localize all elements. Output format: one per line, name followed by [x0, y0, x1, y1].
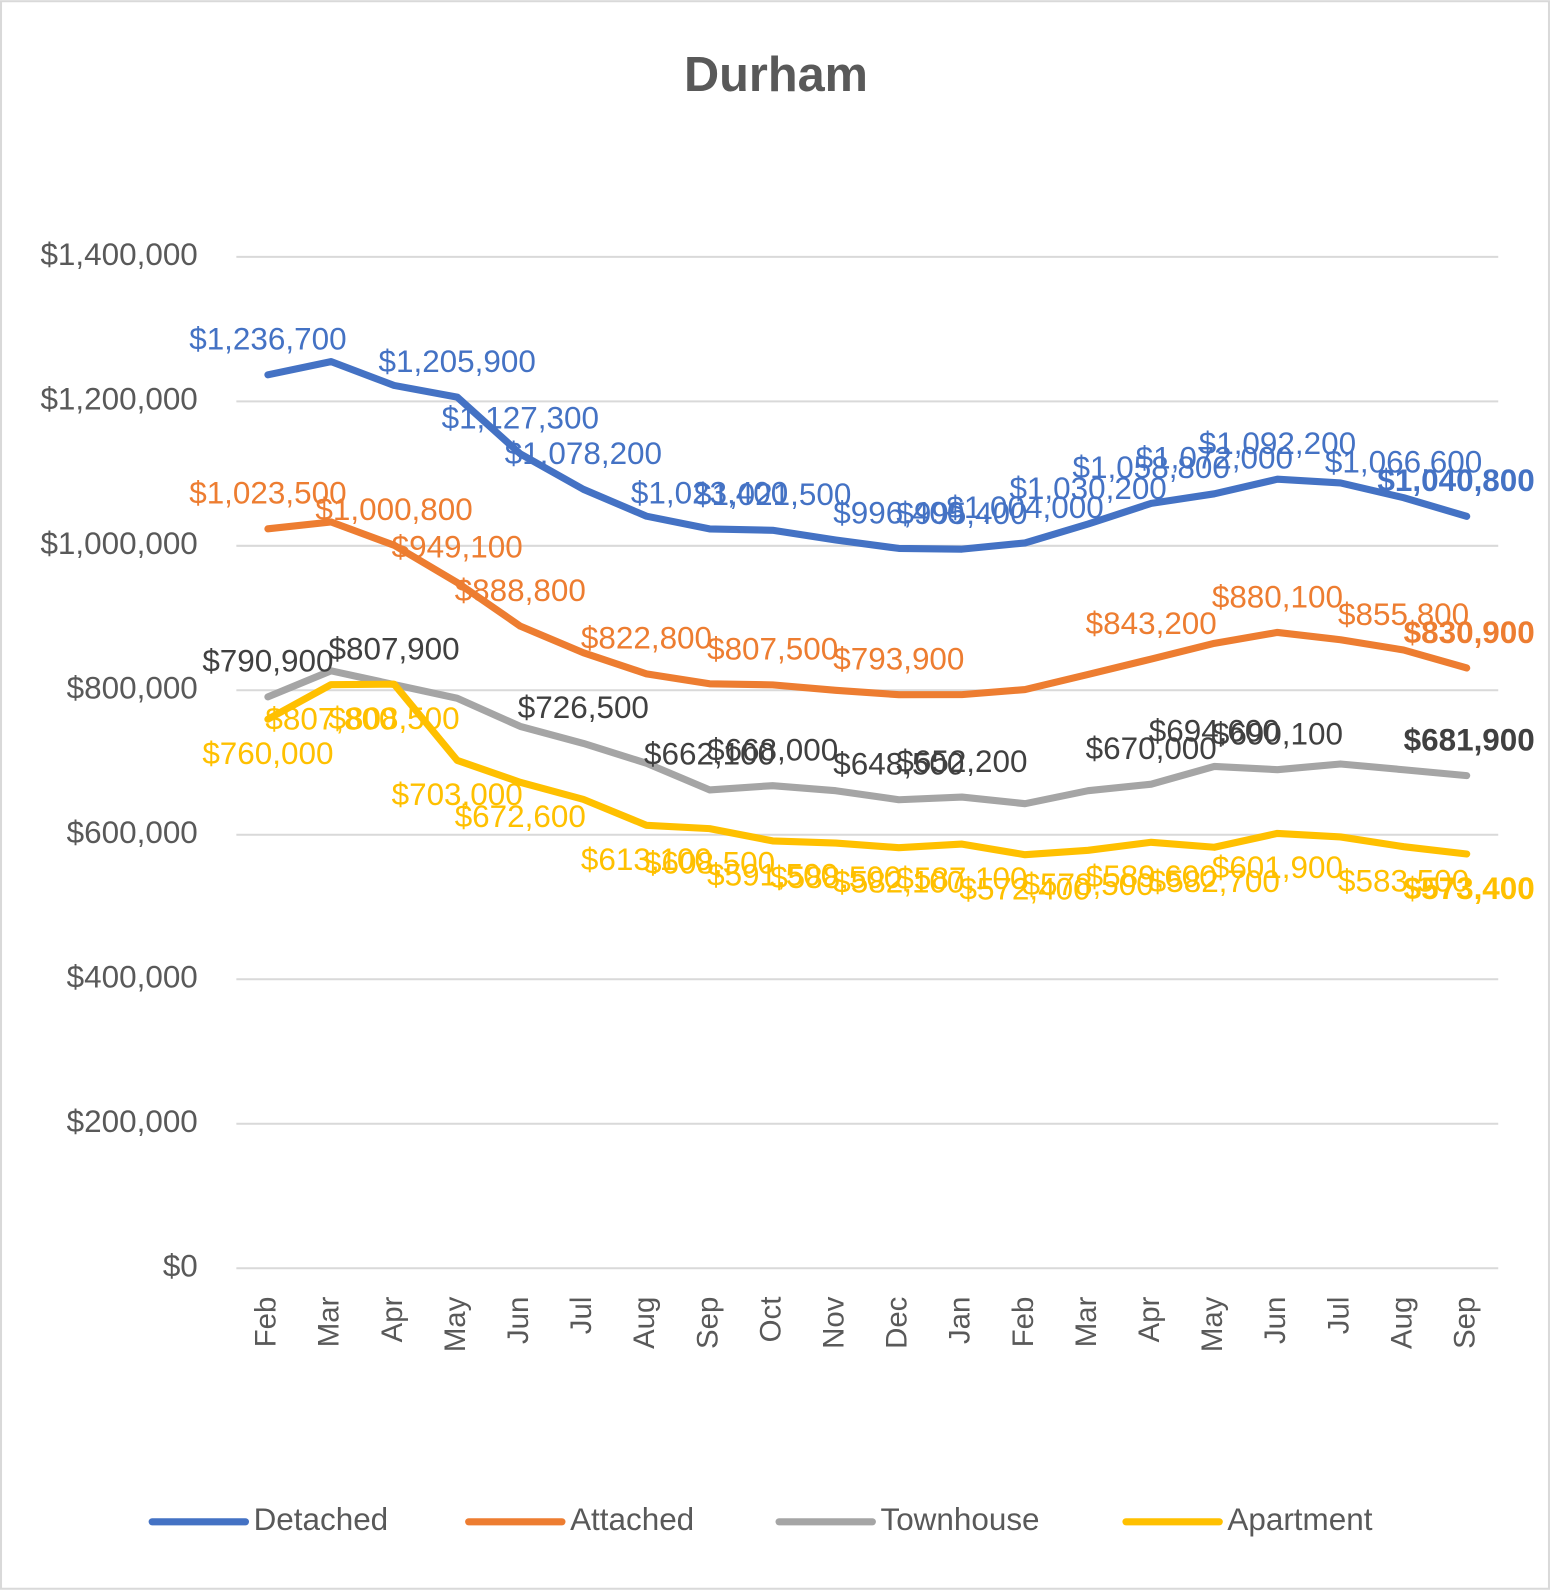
legend-label: Townhouse	[880, 1502, 1039, 1537]
x-tick-label: Mar	[313, 1296, 346, 1347]
data-label: $1,066,600	[1325, 445, 1482, 480]
x-tick-label: Mar	[1070, 1296, 1103, 1347]
data-label: $613,100	[581, 842, 712, 877]
data-label: $855,800	[1338, 597, 1469, 632]
data-label: $807,500	[707, 632, 838, 667]
y-tick-label: $1,400,000	[40, 237, 197, 272]
y-tick-label: $0	[163, 1249, 198, 1284]
y-tick-label: $200,000	[67, 1104, 198, 1139]
data-label: $582,100	[833, 865, 964, 900]
data-label: $1,127,300	[442, 401, 599, 436]
data-label: $843,200	[1086, 606, 1217, 641]
data-label: $608,500	[644, 845, 775, 880]
data-label: $662,100	[644, 737, 775, 772]
data-label: $652,200	[896, 744, 1027, 779]
legend-label: Detached	[254, 1502, 389, 1537]
x-tick-label: Jun	[1259, 1297, 1292, 1344]
x-tick-label: Apr	[1133, 1296, 1166, 1342]
series-line	[264, 358, 1471, 553]
data-label: $587,100	[896, 861, 1027, 896]
x-tick-label: Sep	[691, 1297, 724, 1349]
series-line	[264, 518, 1471, 699]
data-label: $760,000	[202, 736, 333, 771]
data-label: $1,023,400	[631, 476, 788, 511]
data-label: $830,900	[1404, 615, 1535, 650]
data-label: $578,500	[1023, 867, 1154, 902]
y-tick-label: $600,000	[67, 815, 198, 850]
legend-label: Apartment	[1227, 1502, 1372, 1537]
x-tick-label: Dec	[881, 1297, 914, 1349]
data-label: $1,000,800	[315, 492, 472, 527]
data-label: $888,800	[455, 573, 586, 608]
series-line	[264, 667, 1471, 808]
data-label: $996,400	[833, 495, 964, 530]
data-label: $573,400	[1404, 871, 1535, 906]
data-label: $591,500	[707, 858, 838, 893]
data-label: $588,500	[770, 860, 901, 895]
data-label: $1,236,700	[189, 322, 346, 357]
data-label: $572,400	[959, 872, 1090, 907]
x-tick-label: Oct	[754, 1297, 787, 1343]
data-label: $793,900	[833, 642, 964, 677]
y-tick-label: $400,000	[67, 960, 198, 995]
data-label: $589,600	[1086, 859, 1217, 894]
y-tick-label: $1,200,000	[40, 382, 197, 417]
x-tick-label: Jan	[944, 1297, 977, 1344]
data-label: $1,058,800	[1073, 450, 1230, 485]
data-label: $1,021,500	[694, 477, 851, 512]
data-label: $807,900	[329, 631, 460, 666]
x-tick-label: Feb	[1007, 1297, 1040, 1348]
data-label: $648,500	[833, 747, 964, 782]
data-label: $1,040,800	[1377, 463, 1534, 498]
x-tick-label: Apr	[376, 1296, 409, 1342]
data-label: $672,600	[455, 799, 586, 834]
data-label: $670,000	[1086, 731, 1217, 766]
data-label: $1,205,900	[379, 344, 536, 379]
data-label: $1,023,500	[189, 476, 346, 511]
x-tick-label: Feb	[250, 1297, 283, 1348]
x-tick-label: Sep	[1448, 1297, 1481, 1349]
x-tick-label: Aug	[1385, 1297, 1418, 1349]
data-label: $690,100	[1212, 717, 1343, 752]
x-tick-label: Nov	[818, 1296, 851, 1349]
data-label: $808,500	[329, 701, 460, 736]
x-tick-label: Jul	[565, 1297, 598, 1335]
data-label: $1,092,200	[1199, 426, 1356, 461]
chart-title: Durham	[684, 48, 868, 102]
data-label: $1,004,000	[946, 490, 1103, 525]
legend-label: Attached	[570, 1502, 694, 1537]
data-label: $995,400	[896, 496, 1027, 531]
x-tick-label: May	[1196, 1296, 1229, 1352]
data-label: $703,000	[392, 777, 523, 812]
data-label: $822,800	[581, 621, 712, 656]
data-label: $1,072,000	[1136, 441, 1293, 476]
data-label: $949,100	[392, 529, 523, 564]
data-label: $790,900	[202, 644, 333, 679]
y-tick-label: $800,000	[67, 671, 198, 706]
data-label: $1,078,200	[505, 436, 662, 471]
x-tick-label: Jul	[1322, 1297, 1355, 1335]
series-line	[264, 680, 1471, 859]
data-label: $583,500	[1338, 864, 1469, 899]
data-label: $807,800	[265, 701, 396, 736]
x-tick-label: May	[439, 1296, 472, 1352]
data-label: $582,700	[1149, 864, 1280, 899]
data-label: $681,900	[1404, 722, 1535, 757]
data-label: $694,600	[1149, 713, 1280, 748]
y-tick-label: $1,000,000	[40, 526, 197, 561]
data-label: $726,500	[518, 690, 649, 725]
data-label: $1,030,200	[1009, 471, 1166, 506]
data-label: $601,900	[1212, 850, 1343, 885]
x-tick-label: Aug	[628, 1297, 661, 1349]
data-label: $880,100	[1212, 579, 1343, 614]
x-tick-label: Jun	[502, 1297, 535, 1344]
data-label: $668,000	[707, 732, 838, 767]
